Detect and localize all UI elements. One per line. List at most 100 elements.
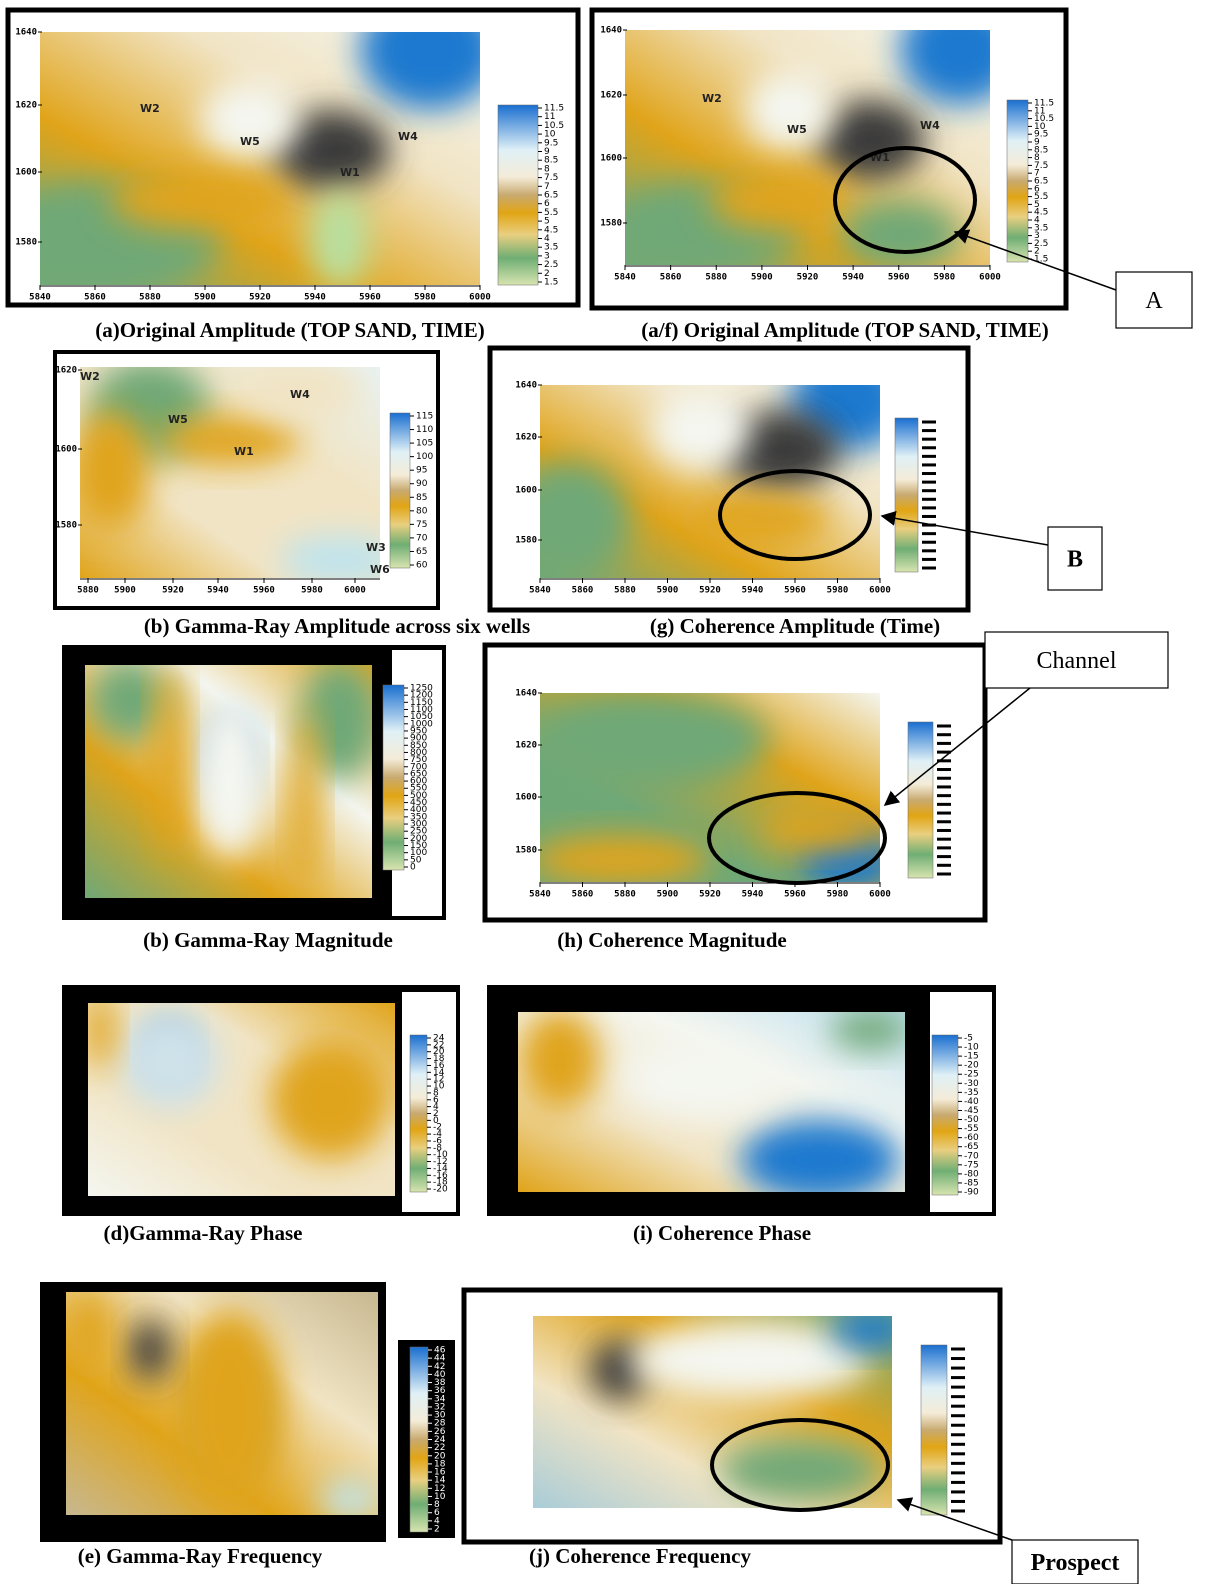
colorbar-label-mark (951, 1471, 965, 1474)
well-label: W1 (340, 166, 360, 179)
colorbar-label-mark (937, 829, 951, 832)
y-tick-label: 1580 (55, 521, 77, 531)
caption: (j) Coherence Frequency (529, 1544, 751, 1568)
x-tick-label: 5920 (699, 890, 721, 900)
colorbar-label-mark (922, 446, 936, 449)
x-tick-label: 5960 (253, 586, 275, 596)
colorbar-label-mark (922, 498, 936, 501)
map-feature (650, 390, 750, 470)
map-feature (520, 1010, 600, 1110)
colorbar-label-mark (937, 742, 951, 745)
x-tick-label: 5880 (614, 890, 636, 900)
colorbar-label: 110 (416, 425, 433, 435)
figure: 1640162016001580584058605880590059205940… (0, 0, 1206, 1584)
well-label: W5 (168, 413, 188, 426)
colorbar-label-mark (951, 1367, 965, 1370)
y-tick-label: 1580 (515, 846, 537, 856)
caption: (g) Coherence Amplitude (Time) (650, 614, 940, 638)
caption: (i) Coherence Phase (633, 1221, 811, 1245)
colorbar-label-mark (922, 421, 936, 424)
y-tick-label: 1640 (515, 381, 537, 391)
y-tick-label: 1640 (515, 689, 537, 699)
colorbar-label-mark (922, 429, 936, 432)
y-tick-label: 1620 (515, 433, 537, 443)
panel: 1620160015805880590059205940596059806000… (55, 352, 530, 638)
colorbar-label-mark (937, 855, 951, 858)
map-feature (840, 200, 960, 270)
colorbar-label-mark (937, 803, 951, 806)
colorbar-label: 95 (416, 466, 427, 476)
map-feature (530, 690, 770, 790)
colorbar-label-mark (922, 463, 936, 466)
map-feature (710, 170, 850, 230)
colorbar-label-mark (951, 1433, 965, 1436)
colorbar-label: 85 (416, 493, 427, 503)
colorbar-label-mark (937, 785, 951, 788)
map-feature (110, 170, 290, 230)
colorbar-label-mark (937, 873, 951, 876)
map-feature (70, 1290, 110, 1370)
y-tick-label: 1600 (55, 445, 77, 455)
map-feature (620, 1040, 780, 1120)
y-tick-label: 1600 (15, 168, 37, 178)
colorbar-label-mark (937, 838, 951, 841)
panel: Prospect(j) Coherence Frequency (464, 1290, 1138, 1584)
x-tick-label: 5860 (84, 293, 106, 303)
colorbar-label-mark (937, 820, 951, 823)
well-label: W5 (787, 123, 807, 136)
colorbar (410, 1035, 427, 1192)
colorbar-label-mark (922, 489, 936, 492)
caption: (b) Gamma-Ray Magnitude (143, 928, 393, 952)
map-feature (200, 80, 300, 160)
colorbar-label-mark (951, 1386, 965, 1389)
panel: -5-10-15-20-25-30-35-40-45-50-55-60-65-7… (487, 985, 996, 1245)
colorbar-label-mark (937, 733, 951, 736)
colorbar-label-mark (937, 768, 951, 771)
x-tick-label: 6000 (979, 273, 1001, 283)
well-label: W6 (370, 563, 390, 576)
y-tick-label: 1620 (15, 101, 37, 111)
colorbar-label-mark (951, 1414, 965, 1417)
y-tick-label: 1640 (15, 28, 37, 38)
x-tick-label: 5920 (249, 293, 271, 303)
colorbar-label-mark (937, 864, 951, 867)
y-tick-label: 1600 (515, 793, 537, 803)
colorbar (908, 722, 933, 878)
map-feature (740, 1120, 900, 1200)
map-feature (190, 700, 270, 860)
x-tick-label: 6000 (869, 586, 891, 596)
y-tick-label: 1580 (15, 238, 37, 248)
x-tick-label: 5900 (657, 890, 679, 900)
well-label: W1 (234, 445, 254, 458)
map-feature (745, 70, 835, 150)
x-tick-label: 5920 (797, 273, 819, 283)
x-tick-label: 5860 (572, 890, 594, 900)
colorbar-label-mark (937, 846, 951, 849)
x-tick-label: 5960 (888, 273, 910, 283)
colorbar-label: 0 (410, 863, 416, 873)
caption: (e) Gamma-Ray Frequency (78, 1544, 323, 1568)
colorbar-label-mark (951, 1510, 965, 1513)
x-tick-label: 5960 (359, 293, 381, 303)
panel: 4644424038363432302826242220181614121086… (40, 1282, 455, 1568)
colorbar-label-mark (922, 567, 936, 570)
map-feature (290, 710, 320, 890)
colorbar-label-mark (922, 481, 936, 484)
map-feature (155, 660, 185, 860)
colorbar-label-mark (922, 558, 936, 561)
map-feature (320, 1480, 380, 1520)
x-tick-label: 5980 (301, 586, 323, 596)
x-tick-label: 6000 (469, 293, 491, 303)
colorbar-label: 105 (416, 439, 433, 449)
colorbar-label-mark (951, 1348, 965, 1351)
colorbar-label: 60 (416, 561, 428, 571)
y-tick-label: 1580 (515, 536, 537, 546)
callout-label: A (1145, 288, 1163, 314)
colorbar-label: 80 (416, 506, 428, 516)
colorbar-label: 65 (416, 547, 427, 557)
x-tick-label: 5880 (77, 586, 99, 596)
colorbar-label-mark (922, 549, 936, 552)
colorbar-label: 115 (416, 412, 433, 422)
